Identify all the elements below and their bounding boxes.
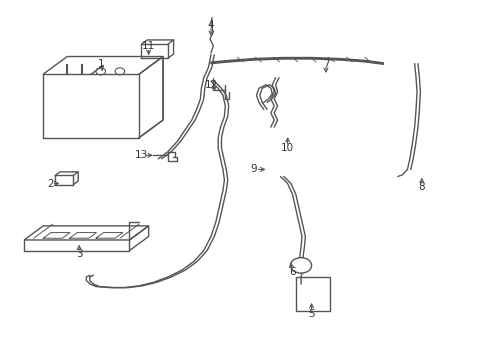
Text: 4: 4: [207, 20, 214, 30]
Text: 6: 6: [288, 267, 295, 277]
Text: 10: 10: [281, 143, 294, 153]
Text: 8: 8: [418, 182, 424, 192]
Text: 1: 1: [97, 59, 104, 68]
Text: 13: 13: [135, 150, 148, 160]
Text: 9: 9: [250, 165, 257, 174]
Text: 5: 5: [307, 309, 314, 319]
Text: 2: 2: [47, 179, 54, 189]
Text: 7: 7: [322, 59, 328, 68]
Text: 11: 11: [142, 41, 155, 51]
Text: 3: 3: [76, 249, 82, 259]
Text: 12: 12: [204, 80, 217, 90]
